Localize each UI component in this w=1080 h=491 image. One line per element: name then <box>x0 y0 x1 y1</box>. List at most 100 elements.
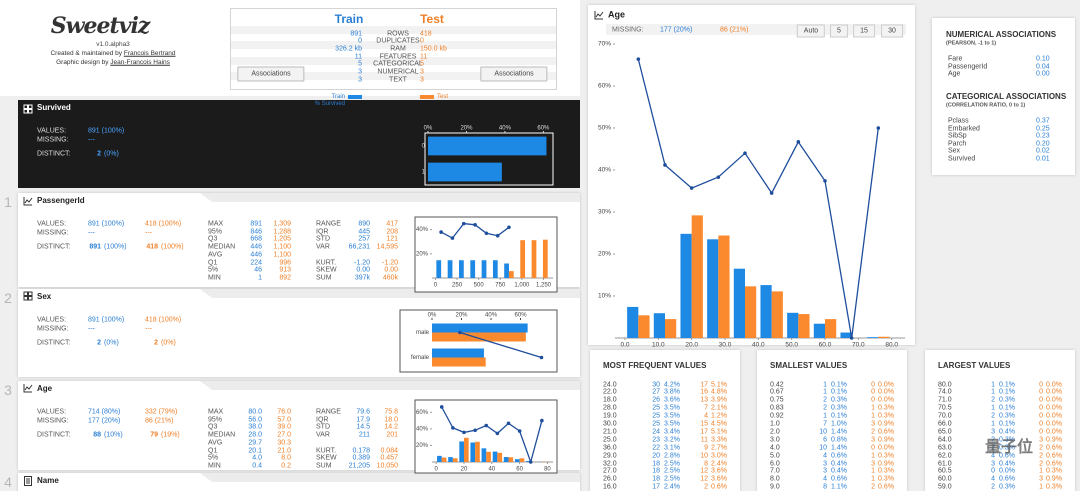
table-value: 64.0 <box>938 436 952 444</box>
missing-value: 86 (21%) <box>145 417 174 425</box>
table-value: 25.0 <box>603 436 617 444</box>
feature-name: Sex <box>37 292 52 301</box>
train-percent: 2.5% <box>664 467 680 475</box>
legend-survived: % Survived <box>314 101 345 107</box>
test-percent: 3.6% <box>711 467 727 475</box>
test-percent: 0.9% <box>878 420 894 428</box>
author-link[interactable]: Jean-Francois Hains <box>110 58 170 66</box>
train-count: 1 <box>991 404 995 412</box>
row-label: FEATURES <box>379 53 417 61</box>
test-count: 1 <box>871 404 875 412</box>
stat-train: 224 <box>250 259 262 266</box>
legend-train: Train <box>331 94 345 100</box>
table-value: 22.0 <box>603 388 617 396</box>
stat-label: AVG <box>208 439 223 447</box>
test-count: 3 <box>1039 436 1043 444</box>
train-count: 1 <box>823 381 827 388</box>
test-percent: 0.6% <box>1046 444 1062 452</box>
values-value: 891 (100%) <box>88 127 125 135</box>
stat-label: STD <box>316 423 330 431</box>
association-name: Sex <box>948 147 961 155</box>
associations-button[interactable]: Associations <box>480 66 548 82</box>
association-name: Parch <box>948 140 967 147</box>
association-title: NUMERICAL ASSOCIATIONS <box>946 30 1057 39</box>
train-count: 4 <box>991 452 995 460</box>
train-count: 10 <box>819 428 827 436</box>
stat-test: 18.0 <box>384 416 398 424</box>
test-percent: 0.6% <box>878 483 894 491</box>
stat-label: RANGE <box>316 408 341 416</box>
stat-label: KURT. <box>316 447 337 454</box>
test-percent: 0.9% <box>878 436 894 444</box>
train-percent: 3.2% <box>664 436 680 444</box>
missing-value: --- <box>88 325 95 333</box>
stat-test: 996 <box>279 259 291 266</box>
test-count: 3 <box>871 436 875 444</box>
train-count: 17 <box>652 483 660 491</box>
associations-button[interactable]: Associations <box>237 66 305 82</box>
train-count: 24 <box>652 428 660 436</box>
feature-card-dark <box>18 100 580 188</box>
test-count: 0 <box>871 388 875 396</box>
distinct-percent: (0%) <box>104 150 119 158</box>
bin-button[interactable]: 5 <box>830 24 848 38</box>
train-count: 4 <box>823 475 827 483</box>
table-value: 70.0 <box>938 412 952 420</box>
train-percent: 0.3% <box>999 436 1015 444</box>
train-percent: 0.4% <box>831 460 847 467</box>
stat-label: AVG <box>208 251 223 259</box>
table-value: 9.0 <box>770 483 780 491</box>
feature-card <box>18 193 580 287</box>
stat-test: 1,288 <box>273 228 291 236</box>
table-value: 0.83 <box>770 404 784 412</box>
feature-index: 3 <box>4 382 12 398</box>
train-percent: 3.6% <box>664 396 680 404</box>
train-count: 18 <box>652 475 660 483</box>
table-value: 36.0 <box>603 444 617 452</box>
stat-test: 76.0 <box>277 408 291 416</box>
bin-button[interactable]: Auto <box>796 24 826 38</box>
detail-panel <box>588 5 915 345</box>
values-value: 891 (100%) <box>88 220 125 228</box>
stat-label: MAX <box>208 408 224 416</box>
field-label: DISTINCT: <box>37 339 71 347</box>
test-percent: 2.4% <box>711 460 727 467</box>
train-percent: 1.0% <box>831 420 847 428</box>
train-percent: 0.1% <box>999 381 1015 388</box>
train-count: 1 <box>991 420 995 428</box>
distinct-count: 2 <box>154 339 158 347</box>
stat-train: 890 <box>358 220 370 228</box>
stat-train: 66,231 <box>348 243 370 251</box>
association-value: 0.23 <box>1036 132 1050 140</box>
author-link[interactable]: Francois Bertrand <box>123 49 176 57</box>
detail-title: Age <box>608 9 626 20</box>
stat-test: 0.00 <box>384 266 398 274</box>
legend-test: Test <box>437 94 449 100</box>
train-count: 26 <box>652 396 660 404</box>
distinct-count: 79 <box>150 431 158 439</box>
bin-button[interactable]: 30 <box>881 24 903 38</box>
test-percent: 0.3% <box>878 475 894 483</box>
bin-button[interactable]: 15 <box>853 24 875 38</box>
train-count: 20 <box>652 452 660 460</box>
test-percent: 0.0% <box>1046 388 1062 396</box>
association-value: 0.04 <box>1036 63 1050 70</box>
train-percent: 2.5% <box>664 475 680 483</box>
categorical-icon <box>23 104 33 114</box>
values-value: 891 (100%) <box>88 316 125 324</box>
train-percent: 0.4% <box>999 460 1015 467</box>
field-label: MISSING: <box>37 325 69 333</box>
train-value: 891 <box>350 30 362 37</box>
test-count: 7 <box>704 404 708 412</box>
stat-test: 460k <box>382 274 398 282</box>
values-value: 418 (100%) <box>145 220 182 228</box>
card-tab <box>200 381 580 390</box>
missing-value: --- <box>88 229 95 237</box>
train-percent: 0.6% <box>831 475 847 483</box>
table-value: 26.0 <box>603 475 617 483</box>
table-value: 8.0 <box>770 475 780 483</box>
test-count: 0 <box>1039 381 1043 388</box>
train-percent: 0.6% <box>831 452 847 460</box>
train-count: 3 <box>823 467 827 475</box>
train-percent: 0.3% <box>831 404 847 412</box>
